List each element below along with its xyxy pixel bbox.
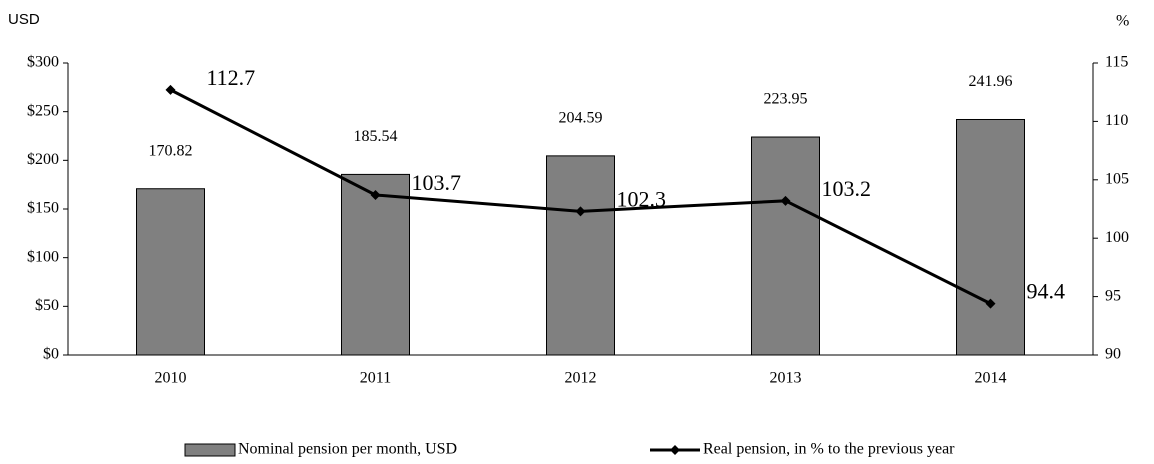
y-tick-label: $250 [27, 102, 59, 119]
bar [751, 136, 820, 356]
bar [546, 155, 615, 356]
x-tick-label: 2012 [565, 370, 597, 387]
y-axis-label: USD [8, 11, 40, 28]
bar-value-label: 185.54 [354, 128, 398, 145]
legend-swatch [184, 443, 236, 457]
y2-tick-label: 110 [1105, 112, 1128, 129]
x-tick-label: 2013 [770, 370, 802, 387]
y2-tick-label: 90 [1105, 346, 1121, 363]
line-marker [985, 298, 996, 309]
x-tick-label: 2011 [360, 370, 391, 387]
line-marker [370, 189, 381, 200]
y2-tick-label: 95 [1105, 287, 1121, 304]
bar [136, 188, 205, 356]
y2-tick-label: 115 [1105, 54, 1128, 71]
bar-value-label: 223.95 [764, 91, 808, 108]
y2-tick-label: 105 [1105, 170, 1129, 187]
y-tick-label: $200 [27, 151, 59, 168]
y-tick-label: $100 [27, 248, 59, 265]
line-value-label: 94.4 [1027, 279, 1066, 304]
line-value-label: 102.3 [617, 186, 667, 211]
y2-tick-label: 100 [1105, 229, 1129, 246]
line-value-label: 103.2 [822, 176, 872, 201]
legend-label: Real pension, in % to the previous year [703, 441, 955, 458]
line-marker [780, 195, 791, 206]
y2-axis-label: % [1116, 13, 1129, 30]
bar-value-label: 170.82 [149, 142, 193, 159]
bar-value-label: 204.59 [559, 110, 603, 127]
bar [956, 118, 1025, 356]
line-value-label: 112.7 [207, 65, 256, 90]
y-tick-label: $0 [43, 346, 59, 363]
bar-value-label: 241.96 [969, 73, 1013, 90]
y-tick-label: $150 [27, 200, 59, 217]
legend-label: Nominal pension per month, USD [238, 441, 457, 458]
y-tick-label: $300 [27, 54, 59, 71]
bar [341, 173, 410, 356]
legend-marker [670, 445, 680, 455]
y-tick-label: $50 [35, 297, 59, 314]
line-value-label: 103.7 [412, 170, 462, 195]
x-tick-label: 2014 [975, 370, 1007, 387]
line-marker [575, 206, 586, 217]
x-tick-label: 2010 [155, 370, 187, 387]
line-marker [165, 84, 176, 95]
